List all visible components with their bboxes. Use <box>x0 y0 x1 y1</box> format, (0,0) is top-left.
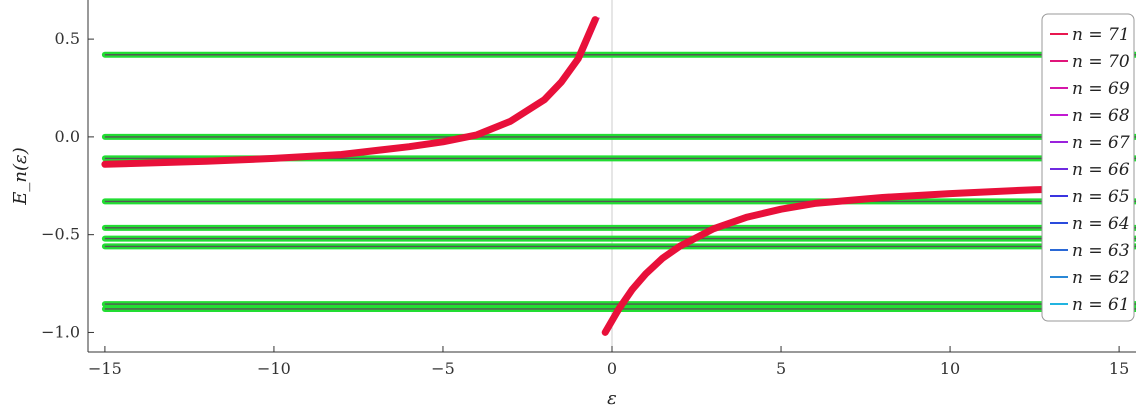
y-tick-label: −0.5 <box>41 225 80 244</box>
plot-area <box>101 0 1136 352</box>
x-tick-label: −5 <box>431 359 455 378</box>
x-tick-label: 0 <box>607 359 617 378</box>
x-tick-label: −15 <box>88 359 122 378</box>
x-tick-label: 10 <box>940 359 960 378</box>
x-tick-label: −10 <box>257 359 291 378</box>
legend-label: n = 64 <box>1072 214 1130 234</box>
left-branch-points <box>101 16 599 168</box>
axes: −15 −10 −5 0 5 10 15 −1.0 −0.5 0.0 0.5 ε E_n(ε) <box>10 0 1136 409</box>
left-branch-thin-curve <box>108 17 600 164</box>
x-tick-label: 15 <box>1109 359 1129 378</box>
legend-label: n = 67 <box>1072 133 1130 153</box>
legend: n = 71 n = 70 n = 69 n = 68 n = 67 n = 66 n = … <box>1041 13 1135 322</box>
y-tick-label: −1.0 <box>41 322 80 341</box>
legend-label: n = 71 <box>1072 25 1130 45</box>
legend-label: n = 61 <box>1072 295 1130 315</box>
right-branch-points <box>601 184 1123 336</box>
y-tick-label: 0.0 <box>55 127 80 146</box>
legend-label: n = 63 <box>1072 241 1130 261</box>
legend-label: n = 66 <box>1072 160 1130 180</box>
legend-label: n = 69 <box>1072 79 1130 99</box>
x-axis-label: ε <box>607 388 617 409</box>
legend-box <box>1041 13 1135 322</box>
legend-label: n = 62 <box>1072 268 1130 288</box>
y-tick-label: 0.5 <box>55 29 80 48</box>
y-axis-label: E_n(ε) <box>10 147 31 205</box>
legend-label: n = 70 <box>1072 52 1130 72</box>
x-tick-label: 5 <box>776 359 786 378</box>
legend-label: n = 68 <box>1072 106 1130 126</box>
legend-label: n = 65 <box>1072 187 1130 207</box>
